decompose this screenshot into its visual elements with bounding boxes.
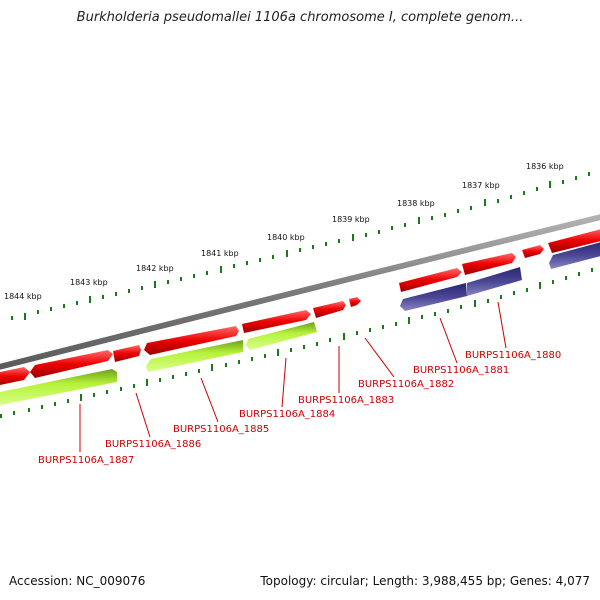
genome-backbone (0, 214, 600, 370)
gene-arrow-reverse (0, 369, 117, 406)
gene-label-leader (439, 317, 458, 364)
kbp-label: 1841 kbp (201, 249, 239, 258)
gene-label[interactable]: BURPS1106A_1883 (298, 395, 394, 406)
map-title: Burkholderia pseudomallei 1106a chromoso… (76, 10, 524, 25)
gene-label-leader (497, 301, 507, 349)
gene-label-leaders (79, 301, 507, 452)
inner-scale (0, 268, 593, 418)
gene-arrow-forward (548, 229, 600, 253)
gene-arrow-forward (399, 268, 462, 292)
gene-label[interactable]: BURPS1106A_1881 (413, 365, 509, 376)
gene-arrow-forward (113, 345, 141, 362)
gene-arrow-forward (0, 367, 30, 385)
gene-arrow-forward (242, 310, 311, 333)
gene-label[interactable]: BURPS1106A_1886 (105, 439, 201, 450)
kbp-label: 1839 kbp (332, 215, 370, 224)
gene-label-leader (364, 337, 395, 378)
gene-arrow-forward (30, 350, 113, 378)
kbp-label: 1840 kbp (267, 233, 305, 242)
gene-label-leader (135, 392, 151, 438)
kbp-label: 1838 kbp (397, 199, 435, 208)
gene-label[interactable]: BURPS1106A_1880 (465, 350, 561, 361)
gene-arrow-forward (462, 253, 516, 275)
gene-arrow-reverse (400, 283, 467, 311)
gene-arrow-forward (144, 326, 239, 355)
gene-label-leader (281, 357, 287, 408)
gene-label[interactable]: BURPS1106A_1885 (173, 424, 269, 435)
kbp-label: 1843 kbp (70, 278, 108, 287)
gene-arrow-forward (522, 245, 544, 258)
genome-summary: Topology: circular; Length: 3,988,455 bp… (260, 574, 590, 588)
kbp-label: 1842 kbp (136, 264, 174, 273)
gene-label[interactable]: BURPS1106A_1884 (239, 409, 335, 420)
gene-arrow-reverse (246, 322, 317, 350)
kbp-label: 1837 kbp (462, 181, 500, 190)
gene-arrow-reverse (549, 242, 600, 269)
gene-label[interactable]: BURPS1106A_1882 (358, 379, 454, 390)
gene-arrow-reverse (467, 267, 522, 296)
kbp-label: 1844 kbp (4, 292, 42, 301)
gene-arrow-reverse (146, 340, 243, 372)
outer-scale (11, 172, 590, 320)
accession-label: Accession: NC_009076 (9, 574, 146, 588)
gene-label[interactable]: BURPS1106A_1887 (38, 455, 134, 466)
gene-arrow-forward (313, 301, 346, 318)
gene-arrow-forward (349, 297, 361, 307)
kbp-label: 1836 kbp (526, 162, 564, 171)
gene-label-leader (200, 377, 219, 423)
